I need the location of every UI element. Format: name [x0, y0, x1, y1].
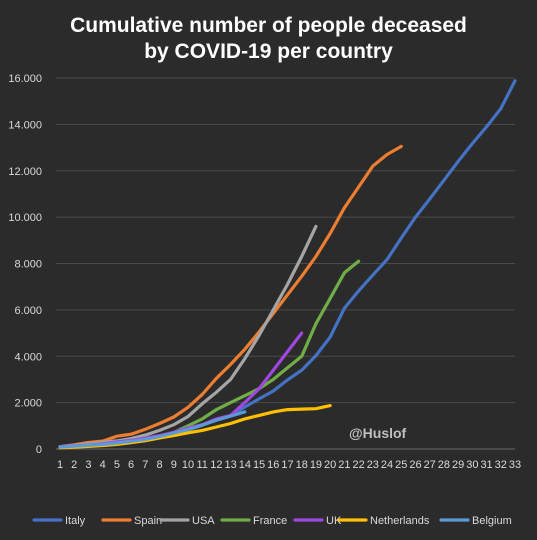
- x-tick-label: 27: [424, 459, 436, 471]
- legend: Italy Spain USA France UK Netherlands Belgium: [32, 515, 512, 527]
- x-tick-label: 19: [310, 459, 322, 471]
- chart-title-line-2: by COVID-19 per country: [144, 40, 393, 63]
- x-tick-label: 22: [352, 459, 364, 471]
- legend-label-netherlands: Netherlands: [370, 515, 430, 527]
- x-tick-label: 5: [114, 459, 120, 471]
- x-tick-label: 30: [466, 459, 478, 471]
- y-tick-label: 12.000: [8, 166, 42, 178]
- x-tick-label: 2: [71, 459, 77, 471]
- x-tick-label: 28: [438, 459, 450, 471]
- legend-label-france: France: [253, 515, 287, 527]
- x-tick-label: 23: [367, 459, 379, 471]
- legend-label-italy: Italy: [65, 515, 86, 527]
- x-tick-label: 18: [296, 459, 308, 471]
- x-tick-label: 26: [409, 459, 421, 471]
- x-tick-label: 4: [100, 459, 106, 471]
- x-tick-label: 9: [171, 459, 177, 471]
- y-tick-label: 0: [36, 444, 42, 456]
- x-tick-label: 31: [480, 459, 492, 471]
- x-tick-label: 15: [253, 459, 265, 471]
- x-tick-label: 8: [156, 459, 162, 471]
- chart-title-line-1: Cumulative number of people deceased: [70, 14, 467, 37]
- x-tick-label: 12: [210, 459, 222, 471]
- x-tick-label: 16: [267, 459, 279, 471]
- x-tick-label: 10: [182, 459, 194, 471]
- x-tick-label: 20: [324, 459, 336, 471]
- series-line-spain: [58, 144, 403, 449]
- x-tick-label: 3: [85, 459, 91, 471]
- watermark: @Huslof: [349, 425, 407, 441]
- x-tick-label: 21: [338, 459, 350, 471]
- x-tick-label: 32: [495, 459, 507, 471]
- y-axis-ticks: 0 2.000 4.000 6.000 8.000 10.000 12.000 14.000 1…: [8, 73, 42, 456]
- x-tick-label: 25: [395, 459, 407, 471]
- x-tick-label: 14: [239, 459, 251, 471]
- y-tick-label: 6.000: [14, 305, 42, 317]
- series-line-usa: [58, 224, 318, 449]
- y-tick-label: 14.000: [8, 119, 42, 131]
- series-line-france: [58, 259, 361, 449]
- y-tick-label: 4.000: [14, 351, 42, 363]
- x-tick-label: 7: [142, 459, 148, 471]
- x-tick-label: 1: [57, 459, 63, 471]
- legend-label-usa: USA: [192, 515, 215, 527]
- gridlines: [56, 77, 515, 450]
- x-tick-label: 13: [225, 459, 237, 471]
- legend-label-uk: UK: [326, 515, 342, 527]
- y-tick-label: 8.000: [14, 259, 42, 271]
- x-tick-label: 6: [128, 459, 134, 471]
- x-tick-label: 11: [196, 459, 207, 471]
- x-axis-ticks: 1 2 3 4 5 6 7 8 9 10 11 12 13 14 15 16 17 18 19 20 21 22 23 24 2…: [57, 459, 521, 471]
- x-tick-label: 17: [281, 459, 293, 471]
- x-tick-label: 24: [381, 459, 393, 471]
- y-tick-label: 2.000: [14, 398, 42, 410]
- legend-label-spain: Spain: [134, 515, 162, 527]
- series-line-belgium: [58, 410, 247, 449]
- y-tick-label: 16.000: [8, 73, 42, 85]
- x-tick-label: 29: [452, 459, 464, 471]
- series-lines: [58, 79, 517, 450]
- y-tick-label: 10.000: [8, 212, 42, 224]
- x-tick-label: 33: [509, 459, 521, 471]
- legend-label-belgium: Belgium: [472, 515, 512, 527]
